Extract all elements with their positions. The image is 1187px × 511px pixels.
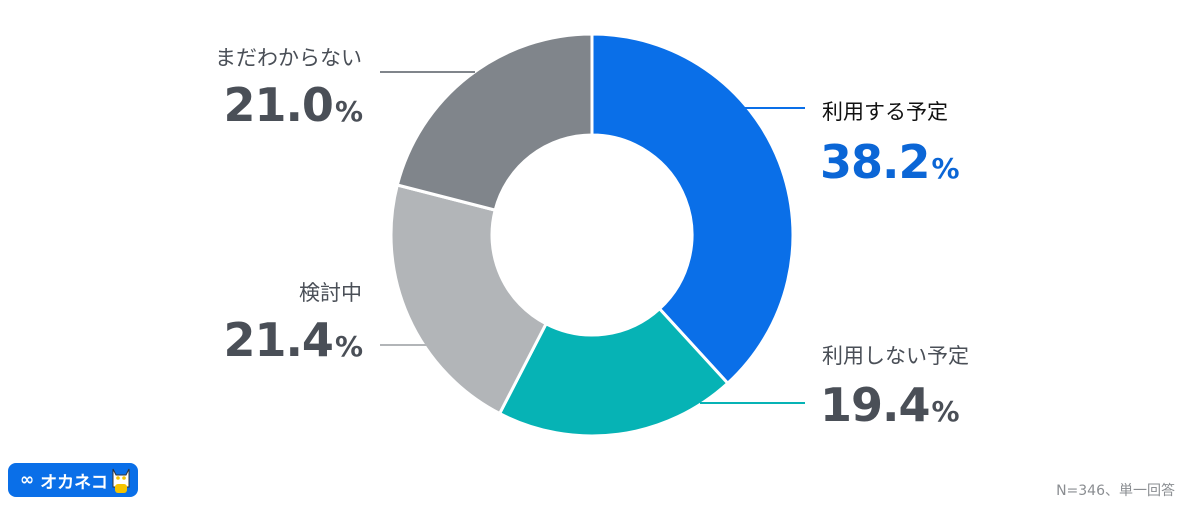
- label-name-3: まだわからない: [215, 46, 362, 70]
- label-name-0: 利用する予定: [822, 100, 948, 124]
- label-name-2: 検討中: [299, 281, 362, 305]
- donut-slice-1: [497, 306, 730, 438]
- donut-slice-2: [389, 183, 549, 416]
- okaneko-logo: ∞ オカネコ: [8, 463, 138, 497]
- cat-mascot-icon: [112, 468, 130, 493]
- donut-slice-0: [590, 32, 795, 386]
- label-value-1: 19.4%: [820, 378, 960, 432]
- label-value-3: 21.0%: [223, 78, 363, 132]
- label-value-2: 21.4%: [223, 313, 363, 367]
- infinity-icon: ∞: [20, 470, 35, 490]
- label-value-0: 38.2%: [820, 135, 960, 189]
- logo-text: オカネコ: [40, 472, 108, 493]
- donut-slice-3: [395, 32, 594, 212]
- label-name-1: 利用しない予定: [822, 344, 969, 368]
- sample-note: N=346、単一回答: [1056, 483, 1175, 499]
